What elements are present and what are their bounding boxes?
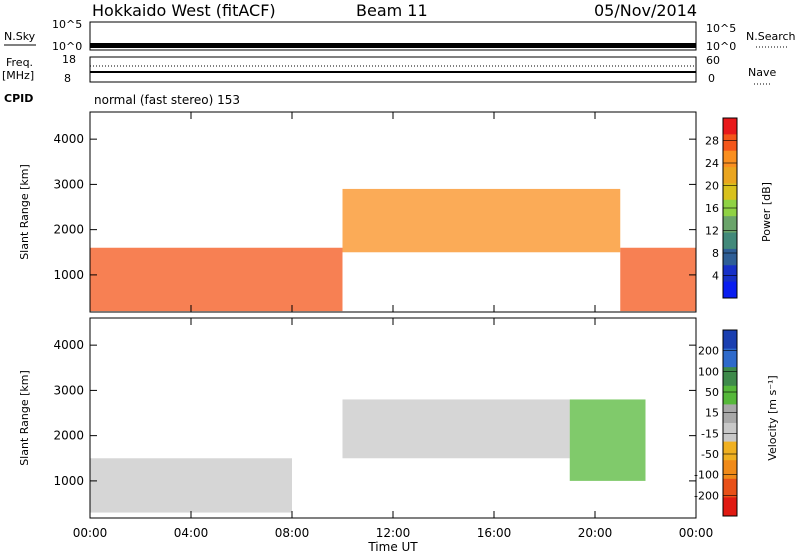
velocity-cbar-swatch	[723, 385, 737, 405]
power-cbar-swatch	[723, 134, 737, 152]
velocity-cbar-swatch	[723, 367, 737, 387]
freq-right-tick-bottom: 0	[708, 72, 715, 85]
freq-label-line2: [MHz]	[2, 69, 34, 82]
noise-left-label: N.Sky	[4, 30, 36, 43]
power-colorbar-label: Power [dB]	[760, 182, 773, 242]
velocity-cbar-tick-label: 200	[698, 345, 719, 358]
velocity-cbar-tick-label: -50	[701, 448, 719, 461]
x-tick-label: 20:00	[578, 526, 613, 540]
power-cbar-swatch	[723, 281, 737, 299]
velocity-cbar-tick-label: -200	[694, 489, 719, 502]
power-panel: 1000 2000 3000 4000 Slant Range [km] 28 24 20…	[18, 111, 773, 313]
velocity-cbar-swatch	[723, 330, 737, 350]
power-region-1	[342, 188, 621, 253]
velocity-cbar-tick-label: 100	[698, 365, 719, 378]
freq-panel-frame	[89, 56, 697, 83]
power-y-ticks: 1000 2000 3000 4000	[53, 132, 696, 282]
velocity-data-regions	[90, 399, 646, 513]
velocity-cbar-swatch	[723, 497, 737, 517]
power-region-2	[620, 247, 696, 312]
velocity-cbar-swatch	[723, 460, 737, 480]
date-title: 05/Nov/2014	[594, 1, 697, 20]
power-cbar-tick-label: 28	[705, 135, 719, 148]
x-tick-label: 00:00	[679, 526, 714, 540]
y-tick-label: 3000	[53, 383, 84, 397]
velocity-colorbar-label: Velocity [m s⁻¹]	[766, 375, 779, 460]
velocity-cbar-tick-label: 15	[705, 407, 719, 420]
power-cbar-swatch	[723, 118, 737, 135]
velocity-colorbar: 200 100 50 15 -15 -50 -100 -200	[694, 329, 738, 517]
power-cbar-swatch	[723, 167, 737, 184]
beam-title: Beam 11	[356, 1, 428, 20]
power-ylabel: Slant Range [km]	[18, 164, 31, 260]
velocity-cbar-swatch	[723, 404, 737, 424]
freq-left-tick-top: 18	[62, 53, 76, 66]
power-cbar-swatch	[723, 183, 737, 201]
velocity-region-2	[569, 399, 646, 481]
velocity-cbar-tick-label: -15	[701, 427, 719, 440]
velocity-region-0	[90, 458, 292, 513]
freq-label-line1: Freq.	[6, 56, 33, 69]
x-tick-label: 08:00	[275, 526, 310, 540]
velocity-cbar-swatch	[723, 348, 737, 368]
noise-left-tick-top: 10^5	[52, 18, 82, 31]
noise-trace	[90, 43, 696, 48]
y-tick-label: 1000	[53, 268, 84, 282]
x-axis-label: Time UT	[367, 540, 418, 554]
x-tick-label: 00:00	[73, 526, 108, 540]
y-tick-label: 4000	[53, 132, 84, 146]
noise-panel-frame	[89, 21, 697, 51]
noise-right-tick-bottom: 10^0	[706, 40, 736, 53]
velocity-cbar-tick-label: -100	[694, 469, 719, 482]
power-colorbar: 28 24 20 16 12 8 4	[705, 117, 738, 299]
noise-right-tick-top: 10^5	[706, 22, 736, 35]
y-tick-label: 1000	[53, 474, 84, 488]
y-tick-label: 4000	[53, 338, 84, 352]
velocity-cbar-swatch	[723, 423, 737, 443]
power-region-0	[90, 247, 343, 312]
power-cbar-tick-label: 24	[705, 157, 719, 170]
power-cbar-tick-label: 8	[712, 247, 719, 260]
noise-left-tick-bottom: 10^0	[52, 40, 82, 53]
power-cbar-tick-label: 4	[712, 270, 719, 283]
nave-label: Nave	[748, 66, 776, 79]
y-tick-label: 3000	[53, 177, 84, 191]
power-cbar-swatch	[723, 248, 737, 266]
y-tick-label: 2000	[53, 223, 84, 237]
power-data-regions	[90, 188, 696, 312]
velocity-cbar-swatch	[723, 478, 737, 498]
x-tick-label: 12:00	[376, 526, 411, 540]
velocity-ylabel: Slant Range [km]	[18, 370, 31, 466]
y-tick-label: 2000	[53, 429, 84, 443]
velocity-region-1	[342, 399, 570, 459]
cpid-text: normal (fast stereo) 153	[94, 93, 240, 107]
x-tick-label: 04:00	[174, 526, 209, 540]
noise-right-label: N.Search	[746, 30, 796, 43]
freq-right-tick-top: 60	[706, 54, 720, 67]
station-title: Hokkaido West (fitACF)	[92, 1, 276, 20]
power-cbar-swatch	[723, 265, 737, 283]
power-cbar-swatch	[723, 232, 737, 250]
x-axis-ticks: 00:00 04:00 08:00 12:00 16:00 20:00 00:00	[73, 112, 714, 540]
power-cbar-tick-label: 16	[705, 202, 719, 215]
power-cbar-swatch	[723, 216, 737, 234]
velocity-cbar-tick-label: 50	[705, 386, 719, 399]
x-tick-label: 16:00	[477, 526, 512, 540]
freq-left-tick-bottom: 8	[64, 72, 71, 85]
power-cbar-swatch	[723, 150, 737, 168]
velocity-y-ticks: 1000 2000 3000 4000	[53, 338, 696, 488]
velocity-cbar-frame	[722, 329, 738, 517]
power-cbar-tick-label: 20	[705, 180, 719, 193]
velocity-cbar-swatch	[723, 441, 737, 461]
power-cbar-tick-label: 12	[705, 225, 719, 238]
cpid-label: CPID	[4, 92, 33, 105]
